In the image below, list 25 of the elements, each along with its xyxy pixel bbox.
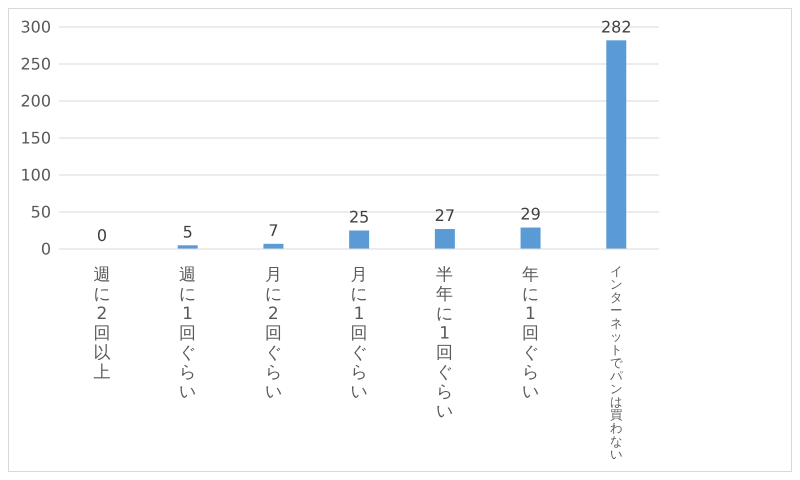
x-tick-label: 月に1回ぐらい [350, 265, 368, 402]
data-label: 25 [348, 208, 370, 226]
y-tick-label: 250 [20, 54, 51, 74]
bar [434, 229, 455, 249]
bar [349, 230, 370, 249]
y-tick-label: 100 [20, 166, 51, 185]
y-tick-label: 0 [40, 240, 51, 259]
bar [520, 228, 541, 249]
y-tick-label: 200 [20, 92, 51, 111]
x-tick-label: 年に1回ぐらい [522, 265, 539, 402]
bar [606, 40, 626, 249]
data-label: 7 [268, 220, 279, 240]
data-label: 5 [182, 222, 193, 242]
y-tick-label: 150 [20, 128, 51, 148]
x-tick-label: 半年に1回ぐらい [436, 265, 454, 422]
x-tick-label: 週に2回以上 [93, 265, 110, 382]
y-tick-label: 300 [20, 18, 51, 37]
category-label: インターネットでパンは買わない [610, 263, 622, 462]
x-tick-label: 月に2回ぐらい [264, 265, 282, 402]
x-tick-label: 週に1回ぐらい [179, 265, 196, 402]
data-label: 29 [520, 204, 541, 224]
data-label: 27 [434, 206, 456, 226]
data-label: 282 [601, 17, 632, 36]
data-label: 0 [96, 226, 108, 245]
y-tick-label: 50 [30, 202, 51, 222]
